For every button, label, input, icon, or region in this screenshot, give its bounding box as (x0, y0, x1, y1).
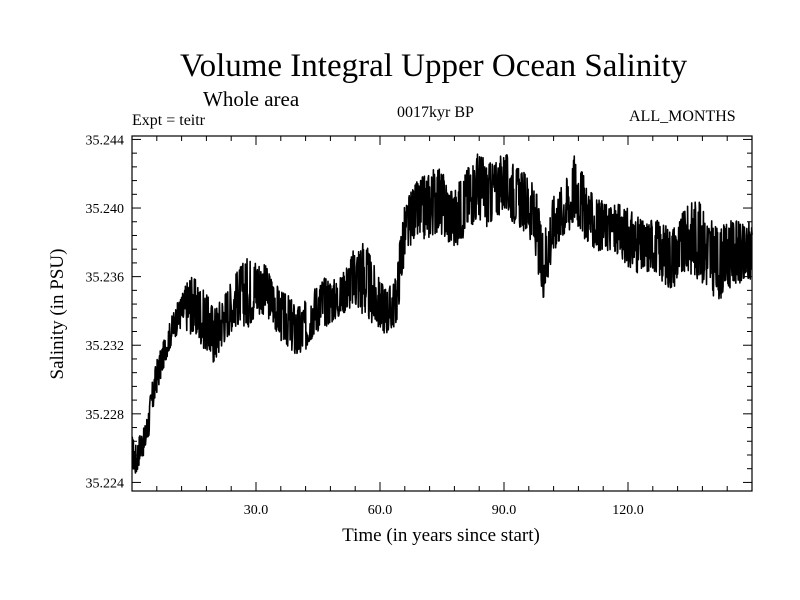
tick-labels: 30.0 60.0 90.0 120.0 35.224 35.228 35.232 35.23… (86, 133, 644, 518)
y-tick-label: 35.228 (86, 408, 125, 423)
series-layer (131, 153, 753, 474)
x-tick-label: 30.0 (244, 503, 269, 518)
x-tick-label: 60.0 (368, 503, 393, 518)
chart-subtitle: Whole area (203, 87, 300, 111)
x-axis-label: Time (in years since start) (342, 525, 540, 546)
x-tick-label: 90.0 (492, 503, 517, 518)
months-label: ALL_MONTHS (629, 108, 736, 125)
axis-ticks (132, 136, 752, 491)
y-tick-label: 35.236 (86, 271, 125, 286)
x-tick-label: 120.0 (612, 503, 644, 518)
y-tick-label: 35.232 (86, 339, 125, 354)
salinity-series-line (131, 153, 753, 474)
y-axis-label: Salinity (in PSU) (47, 249, 68, 380)
experiment-label: Expt = teitr (132, 112, 206, 129)
plot-frame (131, 135, 753, 492)
period-label: 0017kyr BP (397, 104, 474, 121)
chart-title: Volume Integral Upper Ocean Salinity (180, 48, 688, 84)
y-tick-label: 35.224 (86, 476, 125, 491)
y-tick-label: 35.240 (86, 202, 125, 217)
y-tick-label: 35.244 (86, 133, 125, 148)
